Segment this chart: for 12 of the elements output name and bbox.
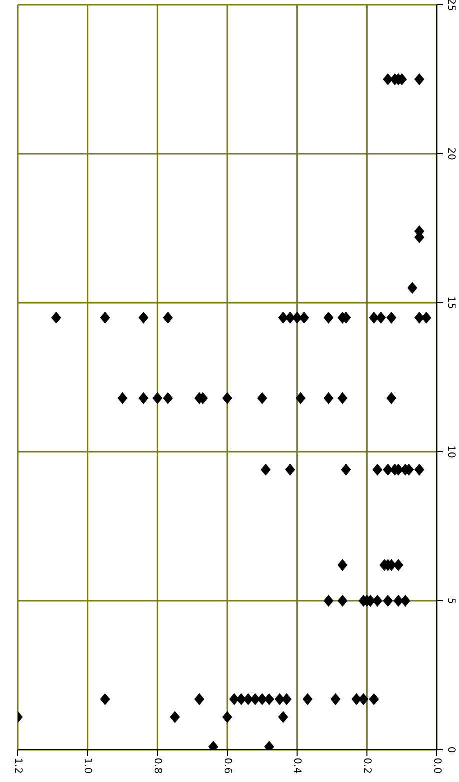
x-tick-label: 0.2 — [361, 758, 372, 774]
x-tick-label: 0.8 — [152, 758, 163, 774]
x-tick-label: 1.0 — [82, 758, 94, 774]
y-tick-label: 0 — [445, 746, 456, 754]
y-tick-label: 10 — [445, 446, 456, 458]
y-tick-label: 15 — [445, 296, 456, 310]
x-tick-label: 0.4 — [292, 758, 303, 774]
y-tick-label: 20 — [445, 148, 456, 160]
x-tick-label: 1.2 — [12, 758, 24, 774]
x-tick-label: 0.6 — [222, 758, 233, 774]
x-tick-label: 0.0 — [431, 758, 442, 774]
y-tick-label: 5 — [445, 598, 456, 604]
